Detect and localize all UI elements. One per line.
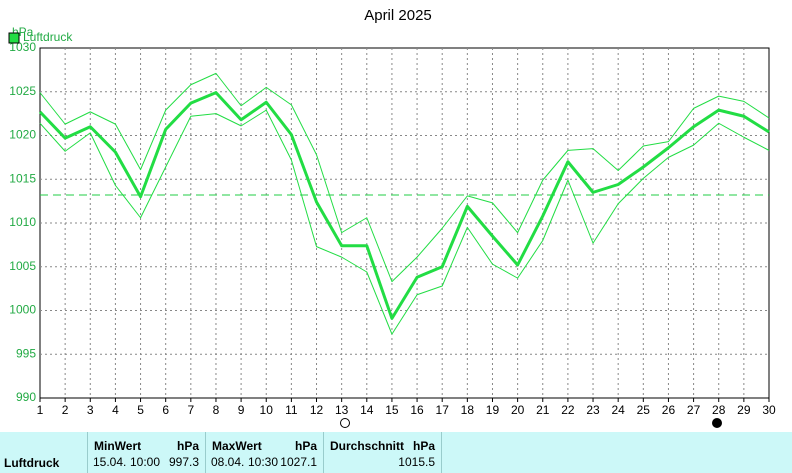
x-tick-label: 15 [385,403,399,417]
x-tick-label: 21 [536,403,550,417]
y-tick-label: 995 [16,346,36,360]
x-tick-label: 13 [335,403,349,417]
data-line [39,109,770,335]
y-tick-label: 1030 [9,40,36,54]
date: 08.04. [211,455,245,469]
moon-icon [712,418,722,428]
row-cell: Luftdruck [0,432,88,473]
plot-area [39,47,770,399]
x-tick-label: 4 [112,403,119,417]
y-tick-label: 1020 [9,128,36,142]
x-tick-label: 16 [410,403,424,417]
x-tick-label: 14 [360,403,374,417]
x-tick-label: 12 [310,403,324,417]
legend-swatch [8,32,20,44]
header: MaxWert [212,439,262,453]
x-tick-label: 7 [187,403,194,417]
legend-label: Luftdruck [23,30,73,44]
x-tick-label: 27 [687,403,701,417]
x-tick-label: 29 [737,403,751,417]
x-tick-label: 30 [762,403,776,417]
x-tick-label: 1 [37,403,44,417]
max-cell: MaxWert hPa 08.04. 10:30 1027.1 [206,432,324,473]
y-tick-label: 1010 [9,215,36,229]
y-tick-label: 1000 [9,303,36,317]
y-tick-label: 990 [16,390,36,404]
x-tick-label: 6 [162,403,169,417]
data-line [39,72,770,283]
x-tick-label: 3 [87,403,94,417]
row-label: Luftdruck [4,456,60,470]
x-tick-label: 8 [213,403,220,417]
moon-icon [340,418,350,428]
time: 10:00 [130,455,161,469]
chart: April 2025 hPa 9909951000100510101015102… [8,7,776,428]
unit: hPa [294,439,317,453]
unit: hPa [412,439,435,453]
x-tick-label: 22 [561,403,575,417]
summary-panel: Luftdruck MinWert hPa 15.04. 10:00 997.3… [0,432,792,473]
x-tick-label: 25 [637,403,651,417]
chart-title: April 2025 [364,7,432,24]
x-tick-label: 20 [511,403,525,417]
x-tick-label: 26 [662,403,676,417]
x-tick-label: 17 [436,403,450,417]
date: 15.04. [93,455,127,469]
data-line [38,91,770,320]
x-tick-label: 24 [611,403,625,417]
x-tick-label: 23 [586,403,600,417]
y-tick-label: 1005 [9,259,36,273]
x-tick-label: 2 [62,403,69,417]
x-tick-label: 9 [238,403,245,417]
x-tick-label: 11 [285,403,298,417]
header: Durchschnitt [330,439,405,453]
x-tick-label: 5 [137,403,144,417]
x-tick-label: 28 [712,403,726,417]
x-tick-label: 18 [461,403,475,417]
y-tick-label: 1025 [9,84,36,98]
time: 10:30 [248,455,279,469]
min-cell: MinWert hPa 15.04. 10:00 997.3 [88,432,206,473]
value: 1015.5 [398,455,435,469]
value: 997.3 [168,455,199,469]
x-tick-label: 19 [486,403,500,417]
unit: hPa [176,439,199,453]
avg-cell: Durchschnitt hPa 1015.5 [324,432,442,473]
x-tick-label: 10 [260,403,274,417]
value: 1027.1 [280,455,317,469]
header: MinWert [94,439,142,453]
y-tick-label: 1015 [9,171,36,185]
